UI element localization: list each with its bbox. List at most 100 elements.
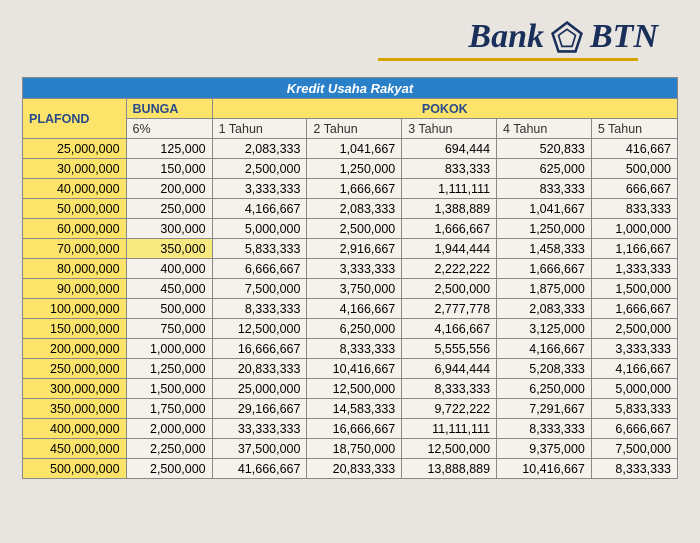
year1-cell: 33,333,333 (212, 419, 307, 439)
table-row: 300,000,0001,500,00025,000,00012,500,000… (23, 379, 678, 399)
col-bunga: BUNGA (126, 99, 212, 119)
plafond-cell: 400,000,000 (23, 419, 127, 439)
year4-cell: 1,250,000 (497, 219, 592, 239)
year5-cell: 7,500,000 (591, 439, 677, 459)
year4-cell: 9,375,000 (497, 439, 592, 459)
year5-cell: 6,666,667 (591, 419, 677, 439)
logo-underline (378, 58, 638, 61)
col-year-1: 1 Tahun (212, 119, 307, 139)
table-row: 70,000,000350,0005,833,3332,916,6671,944… (23, 239, 678, 259)
year5-cell: 5,833,333 (591, 399, 677, 419)
year2-cell: 18,750,000 (307, 439, 402, 459)
year3-cell: 1,944,444 (402, 239, 497, 259)
table-row: 450,000,0002,250,00037,500,00018,750,000… (23, 439, 678, 459)
year4-cell: 1,041,667 (497, 199, 592, 219)
year5-cell: 8,333,333 (591, 459, 677, 479)
year1-cell: 7,500,000 (212, 279, 307, 299)
year3-cell: 833,333 (402, 159, 497, 179)
year3-cell: 2,500,000 (402, 279, 497, 299)
year5-cell: 2,500,000 (591, 319, 677, 339)
year1-cell: 8,333,333 (212, 299, 307, 319)
year5-cell: 1,666,667 (591, 299, 677, 319)
year2-cell: 12,500,000 (307, 379, 402, 399)
table-row: 25,000,000125,0002,083,3331,041,667694,4… (23, 139, 678, 159)
bunga-cell: 1,000,000 (126, 339, 212, 359)
logo-bank-text: Bank (468, 18, 544, 56)
year3-cell: 11,111,111 (402, 419, 497, 439)
table-row: 400,000,0002,000,00033,333,33316,666,667… (23, 419, 678, 439)
year3-cell: 13,888,889 (402, 459, 497, 479)
year4-cell: 2,083,333 (497, 299, 592, 319)
bunga-cell: 250,000 (126, 199, 212, 219)
plafond-cell: 30,000,000 (23, 159, 127, 179)
bunga-cell: 450,000 (126, 279, 212, 299)
year5-cell: 666,667 (591, 179, 677, 199)
year2-cell: 2,500,000 (307, 219, 402, 239)
table-row: 60,000,000300,0005,000,0002,500,0001,666… (23, 219, 678, 239)
year2-cell: 1,250,000 (307, 159, 402, 179)
bunga-cell: 2,250,000 (126, 439, 212, 459)
year3-cell: 4,166,667 (402, 319, 497, 339)
bunga-cell: 1,750,000 (126, 399, 212, 419)
year5-cell: 3,333,333 (591, 339, 677, 359)
year1-cell: 3,333,333 (212, 179, 307, 199)
year2-cell: 4,166,667 (307, 299, 402, 319)
year4-cell: 8,333,333 (497, 419, 592, 439)
logo-area: Bank BTN (22, 18, 678, 61)
plafond-cell: 50,000,000 (23, 199, 127, 219)
table-row: 40,000,000200,0003,333,3331,666,6671,111… (23, 179, 678, 199)
year2-cell: 20,833,333 (307, 459, 402, 479)
col-year-5: 5 Tahun (591, 119, 677, 139)
table-row: 350,000,0001,750,00029,166,66714,583,333… (23, 399, 678, 419)
year5-cell: 500,000 (591, 159, 677, 179)
plafond-cell: 60,000,000 (23, 219, 127, 239)
year1-cell: 6,666,667 (212, 259, 307, 279)
bunga-cell: 200,000 (126, 179, 212, 199)
year4-cell: 7,291,667 (497, 399, 592, 419)
table-body: 25,000,000125,0002,083,3331,041,667694,4… (23, 139, 678, 479)
year3-cell: 1,111,111 (402, 179, 497, 199)
year1-cell: 41,666,667 (212, 459, 307, 479)
year2-cell: 14,583,333 (307, 399, 402, 419)
year5-cell: 4,166,667 (591, 359, 677, 379)
year5-cell: 1,000,000 (591, 219, 677, 239)
year2-cell: 1,666,667 (307, 179, 402, 199)
year2-cell: 16,666,667 (307, 419, 402, 439)
plafond-cell: 250,000,000 (23, 359, 127, 379)
table-row: 200,000,0001,000,00016,666,6678,333,3335… (23, 339, 678, 359)
bunga-cell: 2,500,000 (126, 459, 212, 479)
year4-cell: 5,208,333 (497, 359, 592, 379)
year4-cell: 1,458,333 (497, 239, 592, 259)
year2-cell: 1,041,667 (307, 139, 402, 159)
year4-cell: 6,250,000 (497, 379, 592, 399)
bunga-cell: 350,000 (126, 239, 212, 259)
year2-cell: 3,333,333 (307, 259, 402, 279)
year4-cell: 625,000 (497, 159, 592, 179)
col-plafond: PLAFOND (23, 99, 127, 139)
year2-cell: 2,083,333 (307, 199, 402, 219)
bunga-cell: 125,000 (126, 139, 212, 159)
year4-cell: 4,166,667 (497, 339, 592, 359)
year1-cell: 2,083,333 (212, 139, 307, 159)
col-year-2: 2 Tahun (307, 119, 402, 139)
year3-cell: 5,555,556 (402, 339, 497, 359)
col-bunga-pct: 6% (126, 119, 212, 139)
table-row: 90,000,000450,0007,500,0003,750,0002,500… (23, 279, 678, 299)
col-year-4: 4 Tahun (497, 119, 592, 139)
bunga-cell: 150,000 (126, 159, 212, 179)
plafond-cell: 500,000,000 (23, 459, 127, 479)
year2-cell: 10,416,667 (307, 359, 402, 379)
kur-table: Kredit Usaha Rakyat PLAFOND BUNGA POKOK … (22, 77, 678, 479)
year3-cell: 1,666,667 (402, 219, 497, 239)
bunga-cell: 1,500,000 (126, 379, 212, 399)
year5-cell: 5,000,000 (591, 379, 677, 399)
year3-cell: 6,944,444 (402, 359, 497, 379)
plafond-cell: 350,000,000 (23, 399, 127, 419)
year5-cell: 1,500,000 (591, 279, 677, 299)
year5-cell: 833,333 (591, 199, 677, 219)
table-row: 150,000,000750,00012,500,0006,250,0004,1… (23, 319, 678, 339)
plafond-cell: 300,000,000 (23, 379, 127, 399)
col-year-3: 3 Tahun (402, 119, 497, 139)
plafond-cell: 100,000,000 (23, 299, 127, 319)
col-pokok: POKOK (212, 99, 677, 119)
